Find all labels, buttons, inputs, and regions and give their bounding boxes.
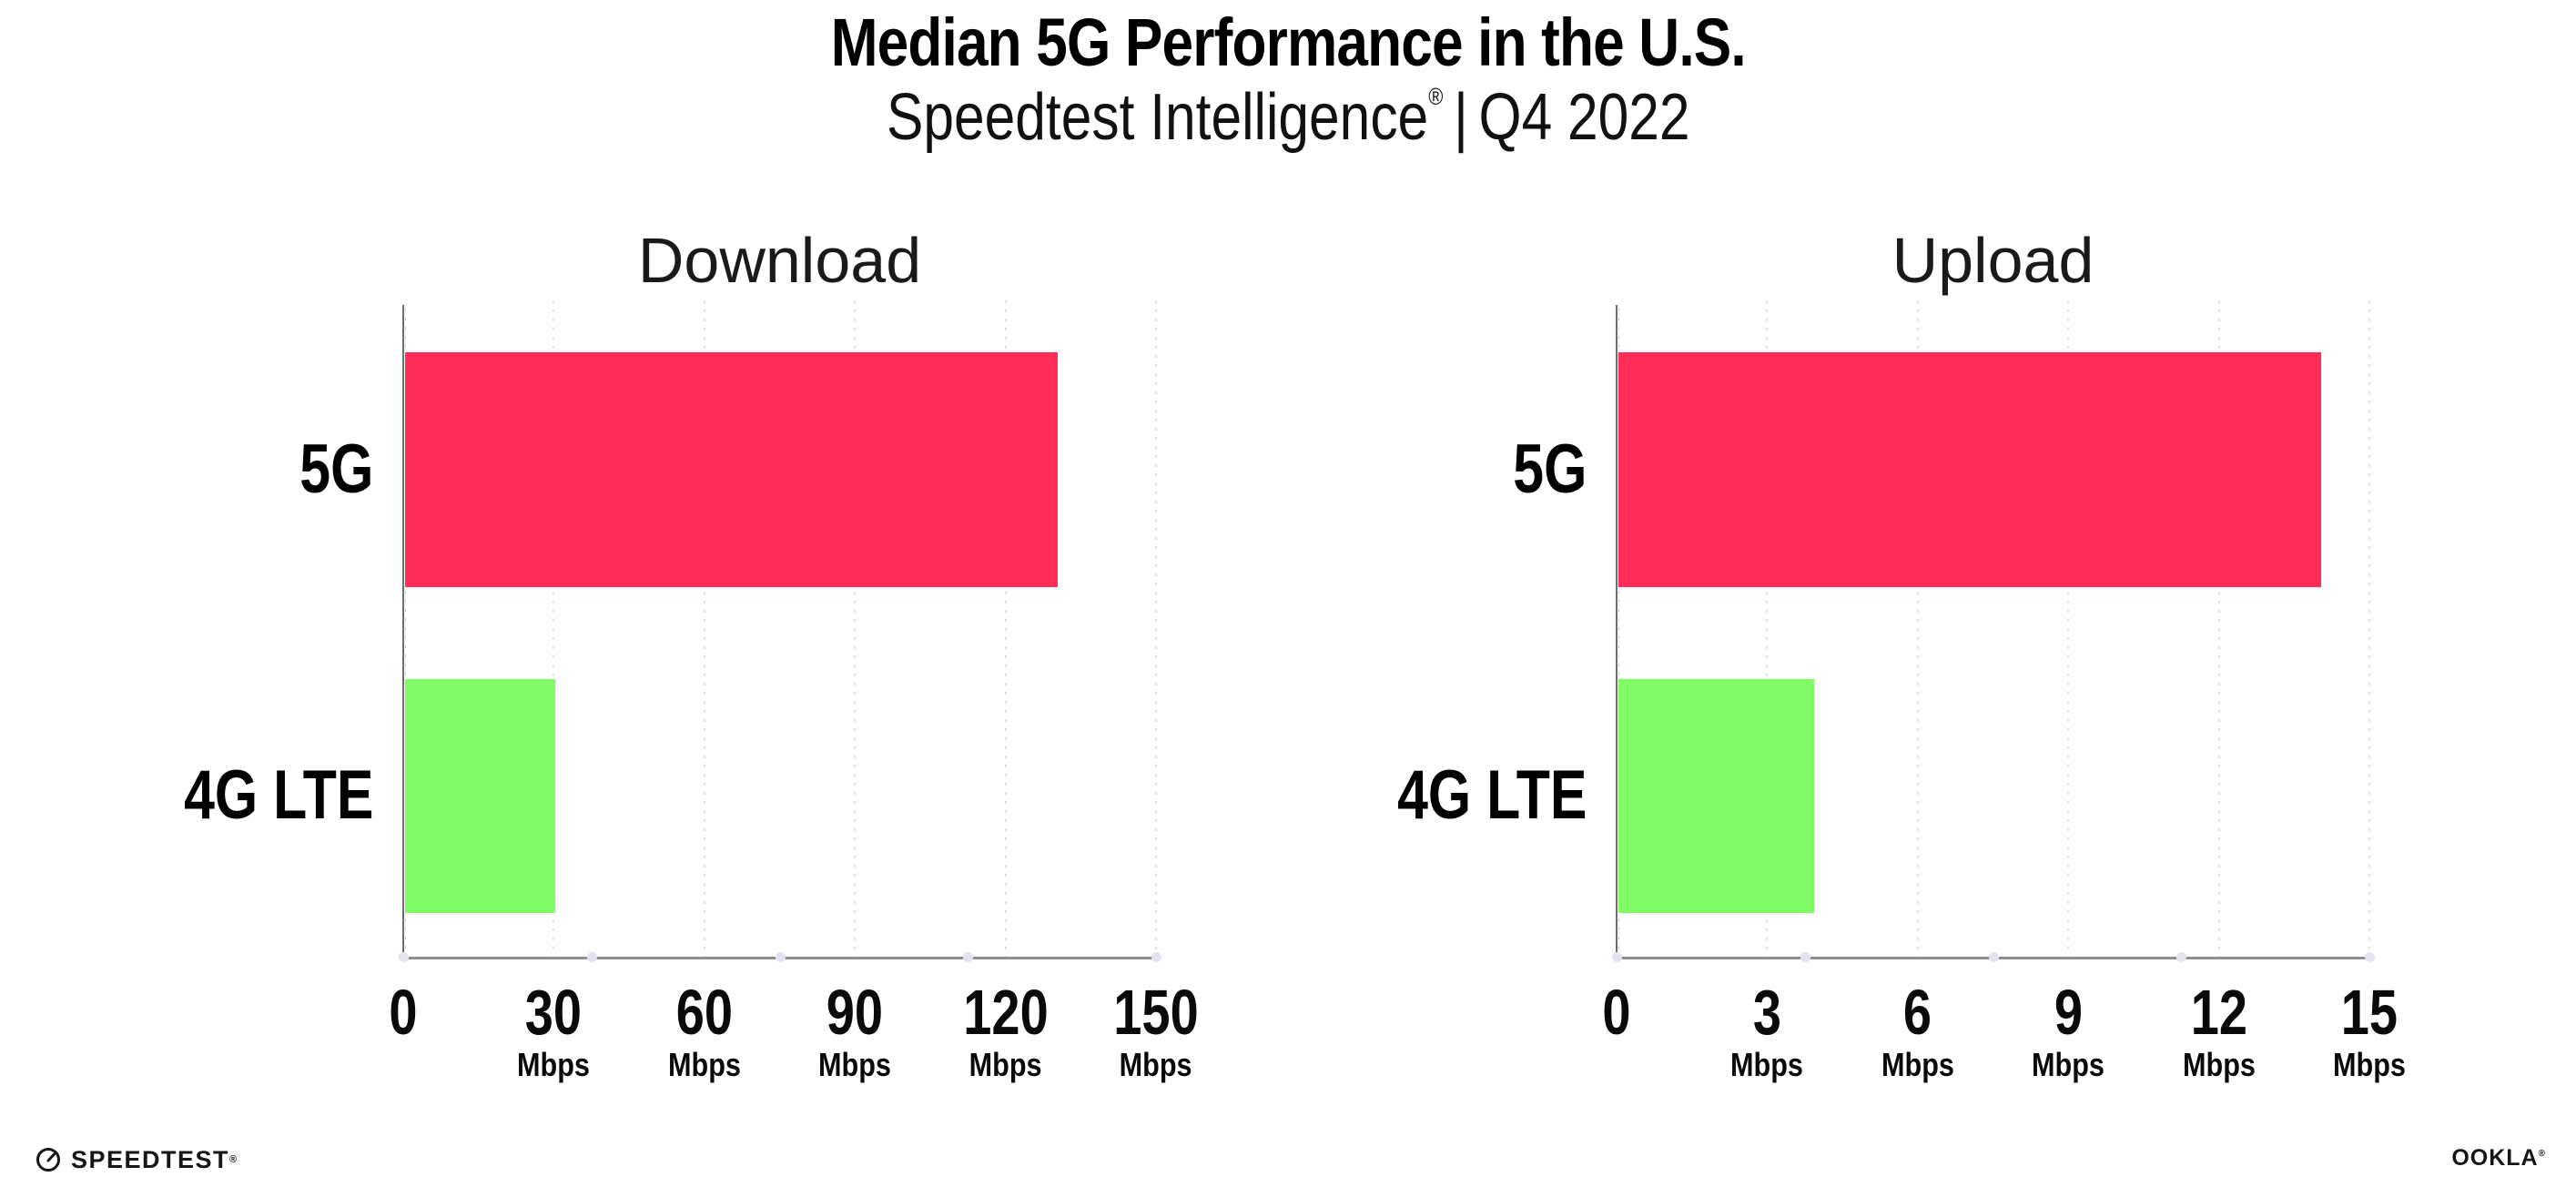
axis-dot	[775, 952, 786, 962]
tick-unit-label: Mbps	[2032, 1046, 2105, 1083]
tick-label-3: 3 Mbps	[1724, 979, 1810, 1090]
axis-dot	[1988, 952, 1999, 962]
tick-label-0: 0	[386, 979, 421, 1045]
gridline-6	[1916, 300, 1919, 958]
axis-dot	[1151, 952, 1161, 962]
bar-4g-lte	[1618, 679, 1815, 913]
tick-value: 15	[2340, 977, 2399, 1048]
category-label-5g: 5G	[1512, 431, 1587, 508]
tick-value: 12	[2190, 977, 2247, 1048]
tick-unit-label: Mbps	[667, 1046, 741, 1083]
gridline-3	[1766, 300, 1769, 958]
tick-value: 0	[1602, 977, 1631, 1048]
tick-label-9: 9 Mbps	[2025, 979, 2111, 1090]
gridline-15	[2368, 300, 2370, 958]
speedtest-gauge-icon	[36, 1148, 60, 1172]
gridline-12	[2217, 300, 2220, 958]
tick-value: 90	[827, 977, 884, 1048]
subtitle-row: Speedtest Intelligence® | Q4 2022	[0, 80, 2576, 155]
gridline-90	[854, 300, 857, 958]
tick-unit-label: Mbps	[2182, 1046, 2256, 1083]
download-chart-heading-row: Download	[403, 224, 1156, 297]
page-subtitle: Speedtest Intelligence® | Q4 2022	[887, 80, 1690, 155]
category-label-4g-lte: 4G LTE	[1396, 756, 1587, 834]
tick-unit-label: Mbps	[2333, 1046, 2406, 1083]
gridline-9	[2067, 300, 2070, 958]
tick-value: 60	[675, 977, 733, 1048]
speedtest-logo: SPEEDTEST ®	[35, 1141, 237, 1178]
tick-label-6: 6 Mbps	[1875, 979, 1961, 1090]
axis-dot	[2365, 952, 2375, 962]
tick-unit-label: Mbps	[1730, 1046, 1804, 1083]
tick-value: 9	[2054, 977, 2083, 1048]
tick-unit-label: Mbps	[517, 1046, 591, 1083]
y-axis	[1616, 305, 1618, 959]
category-label-5g: 5G	[299, 431, 373, 508]
tick-unit-label: Mbps	[1881, 1046, 1954, 1083]
tick-label-60: 60 Mbps	[662, 979, 747, 1090]
tick-unit-label: Mbps	[818, 1046, 892, 1083]
bar-5g	[1618, 352, 2321, 587]
header: Median 5G Performance in the U.S.	[0, 4, 2576, 81]
tick-value: 6	[1903, 977, 1932, 1048]
tick-value: 30	[525, 977, 583, 1048]
tick-label-120: 120 Mbps	[952, 979, 1059, 1090]
y-axis	[402, 305, 404, 959]
axis-dot	[399, 952, 409, 962]
page-title: Median 5G Performance in the U.S.	[830, 5, 1746, 80]
tick-label-0: 0	[1599, 979, 1635, 1045]
tick-value: 150	[1113, 977, 1199, 1048]
subtitle-separator: |	[1453, 81, 1468, 154]
tick-value: 0	[389, 977, 418, 1048]
chart-title-download: Download	[637, 225, 922, 296]
tick-label-150: 150 Mbps	[1103, 979, 1210, 1090]
tick-value: 3	[1752, 977, 1781, 1048]
tick-label-30: 30 Mbps	[511, 979, 596, 1090]
tick-value: 120	[962, 977, 1049, 1048]
y-axis-minor-ticks	[405, 309, 406, 955]
speedtest-wordmark: SPEEDTEST	[71, 1145, 230, 1173]
tick-label-15: 15 Mbps	[2327, 979, 2412, 1090]
gridline-120	[1004, 300, 1007, 958]
download-plot-area: 5G 4G LTE 0 30 Mbps 60 Mbps 90 Mbps 120 Mbps 150 Mbp…	[184, 300, 1199, 1083]
subtitle-period: Q4 2022	[1478, 81, 1690, 154]
category-label-4g-lte: 4G LTE	[183, 756, 373, 834]
tick-label-90: 90 Mbps	[812, 979, 898, 1090]
axis-dot	[2176, 952, 2187, 962]
gridline-150	[1155, 300, 1157, 958]
chart-title-upload: Upload	[1891, 225, 2094, 296]
axis-dot	[963, 952, 974, 962]
bar-4g-lte	[405, 679, 556, 913]
subtitle-brand: Speedtest Intelligence	[886, 81, 1428, 154]
axis-dot	[1612, 952, 1622, 962]
gridline-30	[553, 300, 555, 958]
upload-plot-area: 5G 4G LTE 0 3 Mbps 6 Mbps 9 Mbps 12 Mbps 15 Mbps	[1397, 300, 2406, 1083]
axis-dot	[586, 952, 597, 962]
registered-trademark-icon: ®	[1427, 83, 1443, 110]
axis-dot	[1800, 952, 1810, 962]
ookla-wordmark: OOKLA	[2451, 1145, 2539, 1171]
ookla-registered-mark: ®	[2538, 1149, 2545, 1159]
bar-5g	[405, 352, 1058, 587]
upload-chart-heading-row: Upload	[1617, 224, 2369, 297]
tick-label-12: 12 Mbps	[2176, 979, 2262, 1090]
speedtest-registered-mark: ®	[229, 1154, 238, 1165]
tick-unit-label: Mbps	[1120, 1046, 1192, 1083]
gridline-60	[703, 300, 705, 958]
y-axis-minor-ticks	[1618, 309, 1619, 955]
ookla-logo: OOKLA®	[2451, 1145, 2545, 1172]
tick-unit-label: Mbps	[969, 1046, 1042, 1083]
